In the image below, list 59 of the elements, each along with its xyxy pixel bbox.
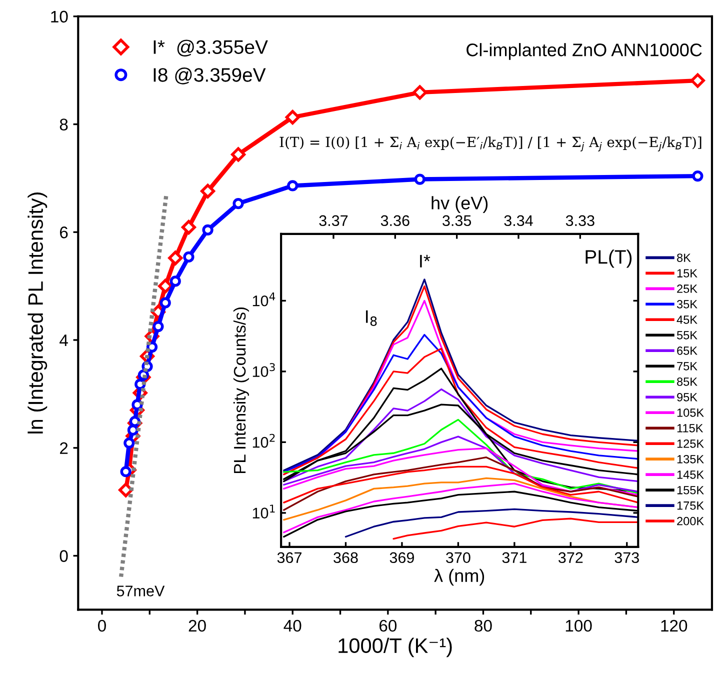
legend-label: 75K [677,362,698,370]
x-tick-label: 40 [284,620,302,632]
x2-axis-title: hv (eV) [432,196,488,214]
annotation: Cl-implanted ZnO ANN1000C [466,43,702,60]
x2-tick-label: 3.35 [442,215,472,226]
legend-label: 175K [677,502,704,510]
legend-label: 85K [677,378,698,386]
legend-label: 45K [676,316,698,324]
annotation: 57meV [116,586,165,596]
x-axis-title: 1000/T (K⁻¹) [338,638,452,658]
legend-label: 35K [676,300,698,308]
x-tick-label: 369 [390,552,414,564]
y-axis-title: PL Intensity (Counts/s) [233,307,249,474]
y-axis-title: ln (Integrated PL Intensity) [28,192,48,434]
legend-label: I* @3.355eV [154,40,268,56]
legend-label: 115K [677,424,704,432]
legend-label: 65K [677,346,698,355]
x2-tick-label: 3.36 [380,215,410,226]
legend-label: 145K [677,470,704,479]
legend-label: 55K [676,331,698,340]
x-tick-label: 367 [277,552,302,564]
y-tick-label: 10$^{2}$ [252,434,275,448]
legend-label: 25K [677,284,698,293]
y-tick-label: 6 [60,226,68,238]
x2-tick-label: 3.34 [504,215,533,226]
legend-label: 8K [677,254,691,262]
x-tick-label: 100 [566,620,592,632]
text: I(T) = I(0) [1 + Σ$_{i}$ A$_{i}$ exp(−E′$_{i}$/k$_{B}$T)] / [1 + Σ$_{j}$ A$_{j}$ exp(−E$_{j}$/k$_{B}$T)] [280,136,702,152]
x-tick-label: 80 [474,620,492,632]
legend-label: 105K [677,408,704,417]
y-tick-label: 10$^{3}$ [252,363,275,378]
x-tick-label: 371 [502,552,526,564]
x2-tick-label: 3.33 [566,215,594,226]
legend-label: 125K [677,439,704,448]
y-tick-label: 10$^{4}$ [252,292,276,306]
x-tick-label: 368 [334,552,358,564]
y-tick-label: 8 [60,118,68,130]
legend-label: 95K [677,393,698,402]
x-tick-label: 372 [558,552,583,564]
x-axis-title: λ (nm) [434,568,484,586]
annotation: I$_{8}$ [366,310,377,326]
annotation: I* [420,254,430,268]
y-tick-label: 4 [60,334,68,346]
x-tick-label: 120 [661,620,688,632]
annotation: PL(T) [586,250,632,268]
y-tick-label: 10$^{1}$ [252,504,275,518]
x-tick-label: 0 [98,620,106,632]
legend-label: I8 @3.359eV [154,68,266,84]
x-tick-label: 370 [446,552,470,564]
legend-label: 200K [677,516,704,526]
legend-label: 155K [677,486,704,494]
legend-label: 135K [677,454,704,464]
y-tick-label: 10 [51,10,68,23]
y-tick-label: 2 [60,442,68,454]
x2-tick-label: 3.37 [319,215,348,226]
x-tick-label: 20 [188,620,206,632]
legend-label: 15K [677,269,698,278]
x-tick-label: 60 [379,620,397,632]
x-tick-label: 373 [614,552,639,564]
